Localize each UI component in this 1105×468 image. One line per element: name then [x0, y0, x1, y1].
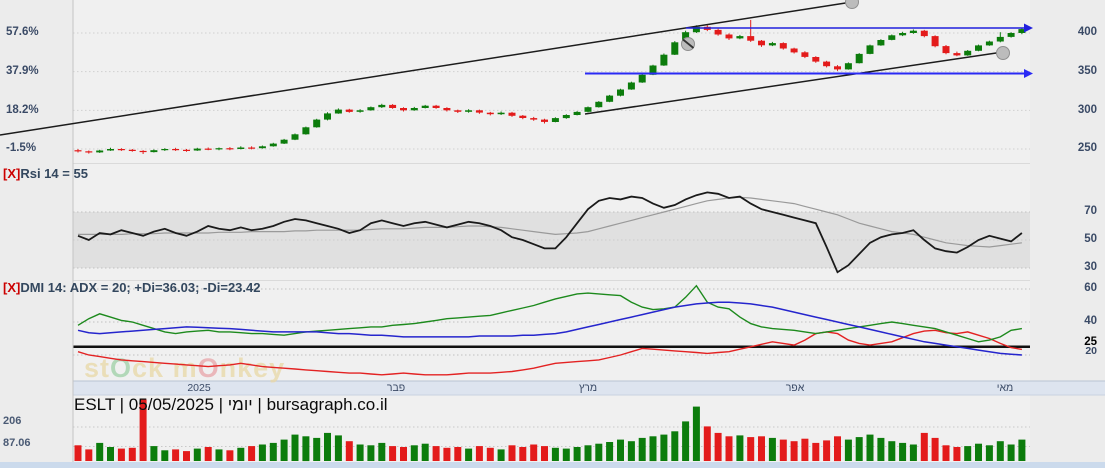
price-axis-label: 350: [1077, 65, 1097, 77]
rsi-remove-button[interactable]: [X]: [3, 166, 21, 181]
percent-axis-label: 37.9%: [6, 65, 39, 77]
price-axis-label: 400: [1077, 26, 1097, 38]
trendline-handle[interactable]: [845, 0, 859, 9]
dmi-axis-label: 25: [1084, 336, 1097, 348]
dmi-adx-line: [77, 301, 1022, 356]
rsi-axis-label: 30: [1084, 261, 1097, 273]
rsi-signal-line: [78, 196, 1022, 248]
arrow-right-icon: [1024, 23, 1033, 33]
dmi-axis-label: 20: [1085, 345, 1097, 357]
volume-axis-label: 206: [3, 415, 22, 427]
rsi-main-line: [77, 191, 1023, 274]
percent-axis-label: -1.5%: [6, 142, 37, 154]
price-axis-label: 300: [1077, 104, 1097, 116]
chart-title: ESLT | 05/05/2025 | יומי | bursagraph.co…: [74, 395, 388, 414]
arrow-right-icon: [1024, 69, 1033, 78]
candlestick-series: [74, 19, 1026, 154]
volume-axis-label: 87.06: [3, 437, 31, 449]
volume-series: [74, 399, 1026, 462]
dmi-minus-di-line: [77, 329, 1023, 376]
watermark: stOck mOnkey: [84, 353, 285, 383]
percent-axis-label: 57.6%: [6, 26, 39, 38]
time-axis-label: פבר: [386, 382, 406, 394]
dmi-remove-button[interactable]: [X]: [3, 280, 21, 295]
trendline-handle[interactable]: [996, 46, 1010, 60]
handle-trend-icon: [682, 38, 695, 49]
dmi-axis-label: 40: [1084, 315, 1097, 327]
time-axis-label: מאי: [996, 382, 1014, 394]
rsi-legend: [X]Rsi 14 = 55: [3, 166, 88, 181]
dmi-plus-di-line: [77, 284, 1023, 343]
time-axis-label: 2025: [187, 382, 211, 394]
chart-data-layer: [0, 0, 1033, 462]
rsi-axis-label: 50: [1084, 233, 1097, 245]
rsi-axis-label: 70: [1084, 205, 1097, 217]
percent-axis-label: 18.2%: [6, 104, 39, 116]
trendline[interactable]: [0, 1, 853, 136]
trendline[interactable]: [584, 51, 1004, 115]
dmi-legend: [X]DMI 14: ADX = 20; +Di=36.03; -Di=23.4…: [3, 280, 260, 295]
price-axis-label: 250: [1077, 142, 1097, 154]
dmi-axis-label: 60: [1084, 282, 1097, 294]
time-axis-label: מרץ: [578, 382, 598, 394]
dmi-legend-text: DMI 14: ADX = 20; +Di=36.03; -Di=23.42: [20, 280, 261, 295]
time-axis-label: אפר: [785, 382, 805, 394]
rsi-legend-text: Rsi 14 = 55: [20, 166, 88, 181]
